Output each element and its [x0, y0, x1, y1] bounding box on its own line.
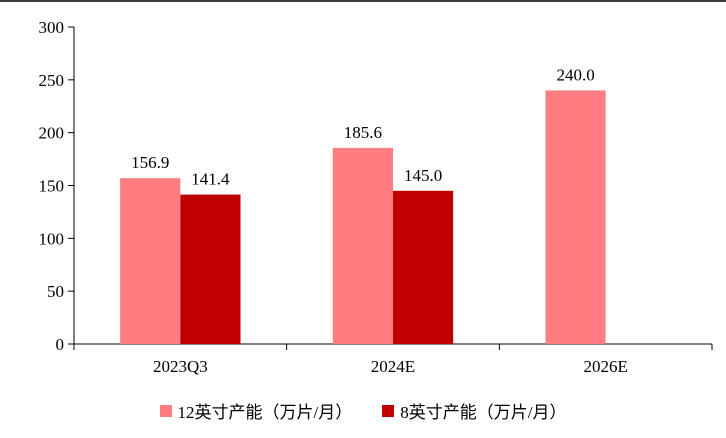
x-tick-label: 2026E — [583, 357, 627, 376]
y-tick-label: 100 — [39, 229, 65, 248]
x-axis: 2023Q3 2024E 2026E — [73, 343, 713, 376]
legend-swatch-8inch — [382, 404, 395, 417]
y-tick-label: 0 — [56, 335, 65, 354]
data-labels-group: 156.9 141.4 185.6 145.0 240.0 — [131, 65, 595, 188]
legend-label-8inch: 8英寸产能（万片/月） — [400, 403, 567, 422]
data-label-2023Q3-series1: 141.4 — [191, 170, 230, 189]
data-label-2026E-series0: 240.0 — [556, 65, 594, 84]
y-tick-label: 150 — [39, 177, 65, 196]
y-axis: 0 50 100 150 200 250 300 — [39, 18, 75, 354]
y-tick-label: 300 — [39, 18, 65, 37]
x-tick-label: 2023Q3 — [153, 357, 208, 376]
bar-chart: 0 50 100 150 200 250 300 2023Q3 2024E 2026E 156.… — [0, 0, 726, 376]
bar-2024E-series0 — [332, 147, 393, 344]
legend-item-8inch: 8英寸产能（万片/月） — [382, 398, 566, 423]
x-tick-label: 2024E — [371, 357, 415, 376]
y-tick-label: 200 — [39, 124, 65, 143]
legend-swatch-12inch — [159, 404, 172, 417]
data-label-2024E-series0: 185.6 — [344, 123, 382, 142]
data-label-2024E-series1: 145.0 — [404, 166, 442, 185]
y-tick-label: 50 — [47, 282, 64, 301]
legend-item-12inch: 12英寸产能（万片/月） — [159, 398, 353, 423]
data-label-2023Q3-series0: 156.9 — [131, 153, 169, 172]
bar-2026E-series0 — [545, 90, 606, 345]
legend-label-12inch: 12英寸产能（万片/月） — [177, 403, 353, 422]
bar-2023Q3-series0 — [120, 178, 181, 344]
bars-group — [120, 90, 606, 345]
y-tick-label: 250 — [39, 71, 65, 90]
legend: 12英寸产能（万片/月） 8英寸产能（万片/月） — [0, 398, 726, 423]
bar-2024E-series1 — [393, 190, 454, 344]
bar-2023Q3-series1 — [180, 194, 241, 344]
